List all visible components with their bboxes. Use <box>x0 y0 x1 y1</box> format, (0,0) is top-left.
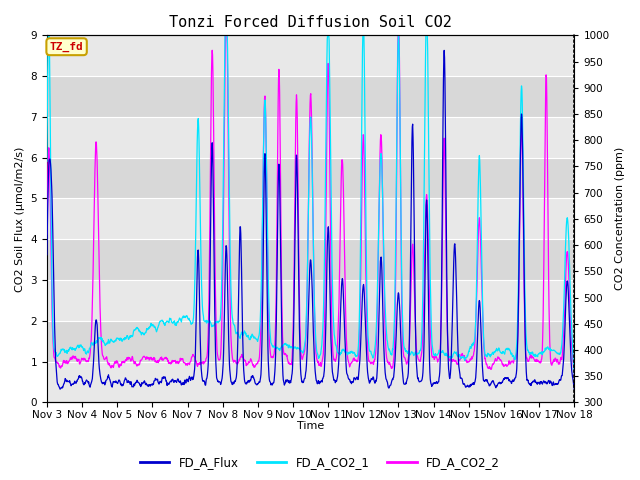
Bar <box>47 198 574 239</box>
Bar <box>47 361 574 402</box>
Title: Tonzi Forced Diffusion Soil CO2: Tonzi Forced Diffusion Soil CO2 <box>169 15 452 30</box>
Y-axis label: CO2 Concentration (ppm): CO2 Concentration (ppm) <box>615 147 625 290</box>
Bar <box>47 76 574 117</box>
Bar <box>47 157 574 198</box>
Bar <box>47 36 574 76</box>
Bar <box>47 239 574 280</box>
Y-axis label: CO2 Soil Flux (μmol/m2/s): CO2 Soil Flux (μmol/m2/s) <box>15 146 25 291</box>
X-axis label: Time: Time <box>297 421 324 432</box>
Bar <box>47 280 574 321</box>
Bar <box>47 321 574 361</box>
Text: TZ_fd: TZ_fd <box>50 42 83 52</box>
Legend: FD_A_Flux, FD_A_CO2_1, FD_A_CO2_2: FD_A_Flux, FD_A_CO2_1, FD_A_CO2_2 <box>135 452 505 474</box>
Bar <box>47 117 574 157</box>
